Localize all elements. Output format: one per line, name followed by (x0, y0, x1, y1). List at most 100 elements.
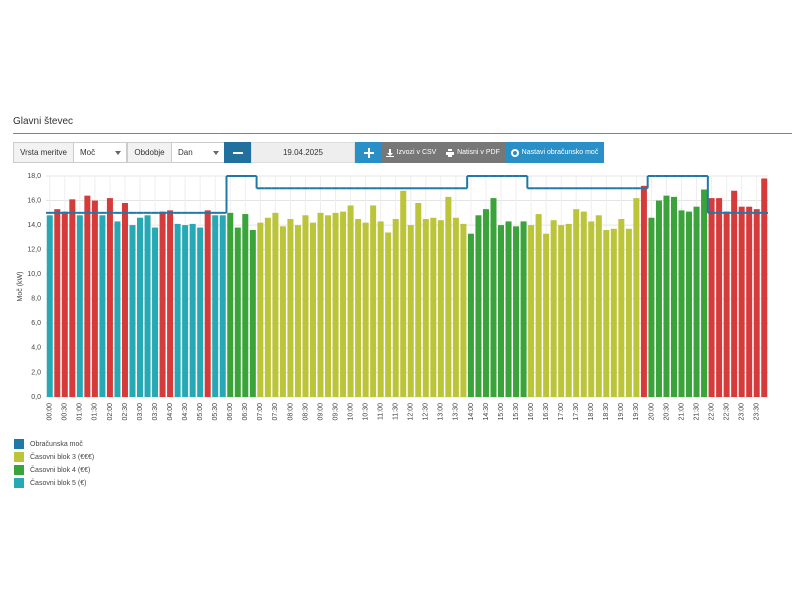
bar (746, 206, 753, 397)
bar (219, 215, 226, 397)
bar (603, 230, 610, 397)
bar (475, 215, 482, 397)
bar (332, 212, 339, 397)
bar (430, 217, 437, 397)
y-tick-label: 16,0 (27, 197, 41, 204)
bar (565, 223, 572, 397)
legend-label: Časovni blok 3 (€€€) (30, 452, 94, 461)
bar (580, 211, 587, 397)
gear-icon (510, 148, 519, 157)
bar (535, 214, 542, 397)
bar (362, 222, 369, 397)
bar (513, 226, 520, 397)
bar (234, 227, 241, 397)
x-tick-label: 06:00 (227, 403, 234, 421)
y-axis-label: Moč (kW) (17, 272, 24, 302)
x-tick-label: 04:00 (167, 403, 174, 421)
bar (152, 227, 159, 397)
bar (137, 217, 144, 397)
bar (490, 198, 497, 397)
x-tick-label: 05:00 (197, 403, 204, 421)
bar (415, 203, 422, 397)
bar (498, 225, 505, 397)
x-tick-label: 10:30 (362, 403, 369, 421)
bar (633, 198, 640, 397)
bar (317, 212, 324, 397)
download-icon (385, 148, 394, 157)
period-select[interactable]: Dan (171, 142, 225, 163)
measure-select[interactable]: Moč (73, 142, 127, 163)
x-tick-label: 07:00 (257, 403, 264, 421)
x-tick-label: 05:30 (212, 403, 219, 421)
x-tick-label: 01:30 (92, 403, 99, 421)
next-button[interactable] (355, 142, 382, 163)
x-tick-label: 02:00 (107, 403, 114, 421)
y-tick-label: 14,0 (27, 222, 41, 229)
bar (294, 225, 301, 397)
y-tick-label: 0,0 (31, 394, 41, 401)
bar (249, 230, 256, 397)
date-field[interactable]: 19.04.2025 (251, 142, 355, 163)
legend-swatch (14, 478, 24, 488)
bar (543, 233, 550, 397)
set-power-button[interactable]: Nastavi obračunsko moč (505, 142, 604, 163)
x-tick-label: 21:30 (693, 403, 700, 421)
bar (264, 217, 271, 397)
bar (99, 215, 106, 397)
bar (287, 218, 294, 397)
bar (625, 228, 632, 397)
bar (701, 189, 708, 397)
bar (197, 227, 204, 397)
x-tick-label: 16:00 (528, 403, 535, 421)
bar (738, 206, 745, 397)
bar (46, 215, 53, 397)
x-tick-label: 08:00 (287, 403, 294, 421)
y-tick-label: 4,0 (31, 345, 41, 352)
x-tick-label: 13:00 (438, 403, 445, 421)
x-tick-label: 23:00 (739, 403, 746, 421)
x-tick-label: 04:30 (182, 403, 189, 421)
x-tick-label: 11:00 (378, 403, 385, 420)
bar (347, 205, 354, 397)
bar (91, 200, 98, 397)
bar (505, 221, 512, 397)
y-tick-label: 8,0 (31, 296, 41, 303)
csv-button[interactable]: Izvozi v CSV (381, 142, 441, 163)
caret (213, 151, 219, 155)
bar (355, 218, 362, 397)
bar (731, 190, 738, 397)
x-tick-label: 22:00 (708, 403, 715, 421)
bar (54, 209, 61, 397)
legend-label: Obračunska moč (30, 441, 83, 448)
bar (257, 222, 264, 397)
bar (325, 215, 332, 397)
x-tick-label: 16:30 (543, 403, 550, 421)
bar (340, 211, 347, 397)
x-tick-label: 19:30 (633, 403, 640, 421)
bar (129, 225, 136, 397)
y-tick-label: 18,0 (27, 173, 41, 180)
bar (106, 198, 113, 397)
bar (655, 200, 662, 397)
bar (528, 225, 535, 397)
bar (686, 211, 693, 397)
y-tick-label: 2,0 (31, 369, 41, 376)
x-tick-label: 10:00 (347, 403, 354, 421)
bar (467, 233, 474, 397)
prev-button[interactable] (224, 142, 251, 163)
bar (76, 215, 83, 397)
x-tick-label: 09:30 (332, 403, 339, 421)
csv-text: Izvozi v CSV (396, 149, 437, 156)
pdf-button[interactable]: Natisni v PDF (441, 142, 505, 163)
bar (242, 214, 249, 397)
bar (437, 220, 444, 397)
x-tick-label: 18:00 (588, 403, 595, 421)
bar (445, 196, 452, 397)
bar (385, 232, 392, 397)
x-tick-label: 22:30 (723, 403, 730, 421)
bar (227, 212, 234, 397)
y-tick-label: 6,0 (31, 320, 41, 327)
legend-swatch (14, 439, 24, 449)
